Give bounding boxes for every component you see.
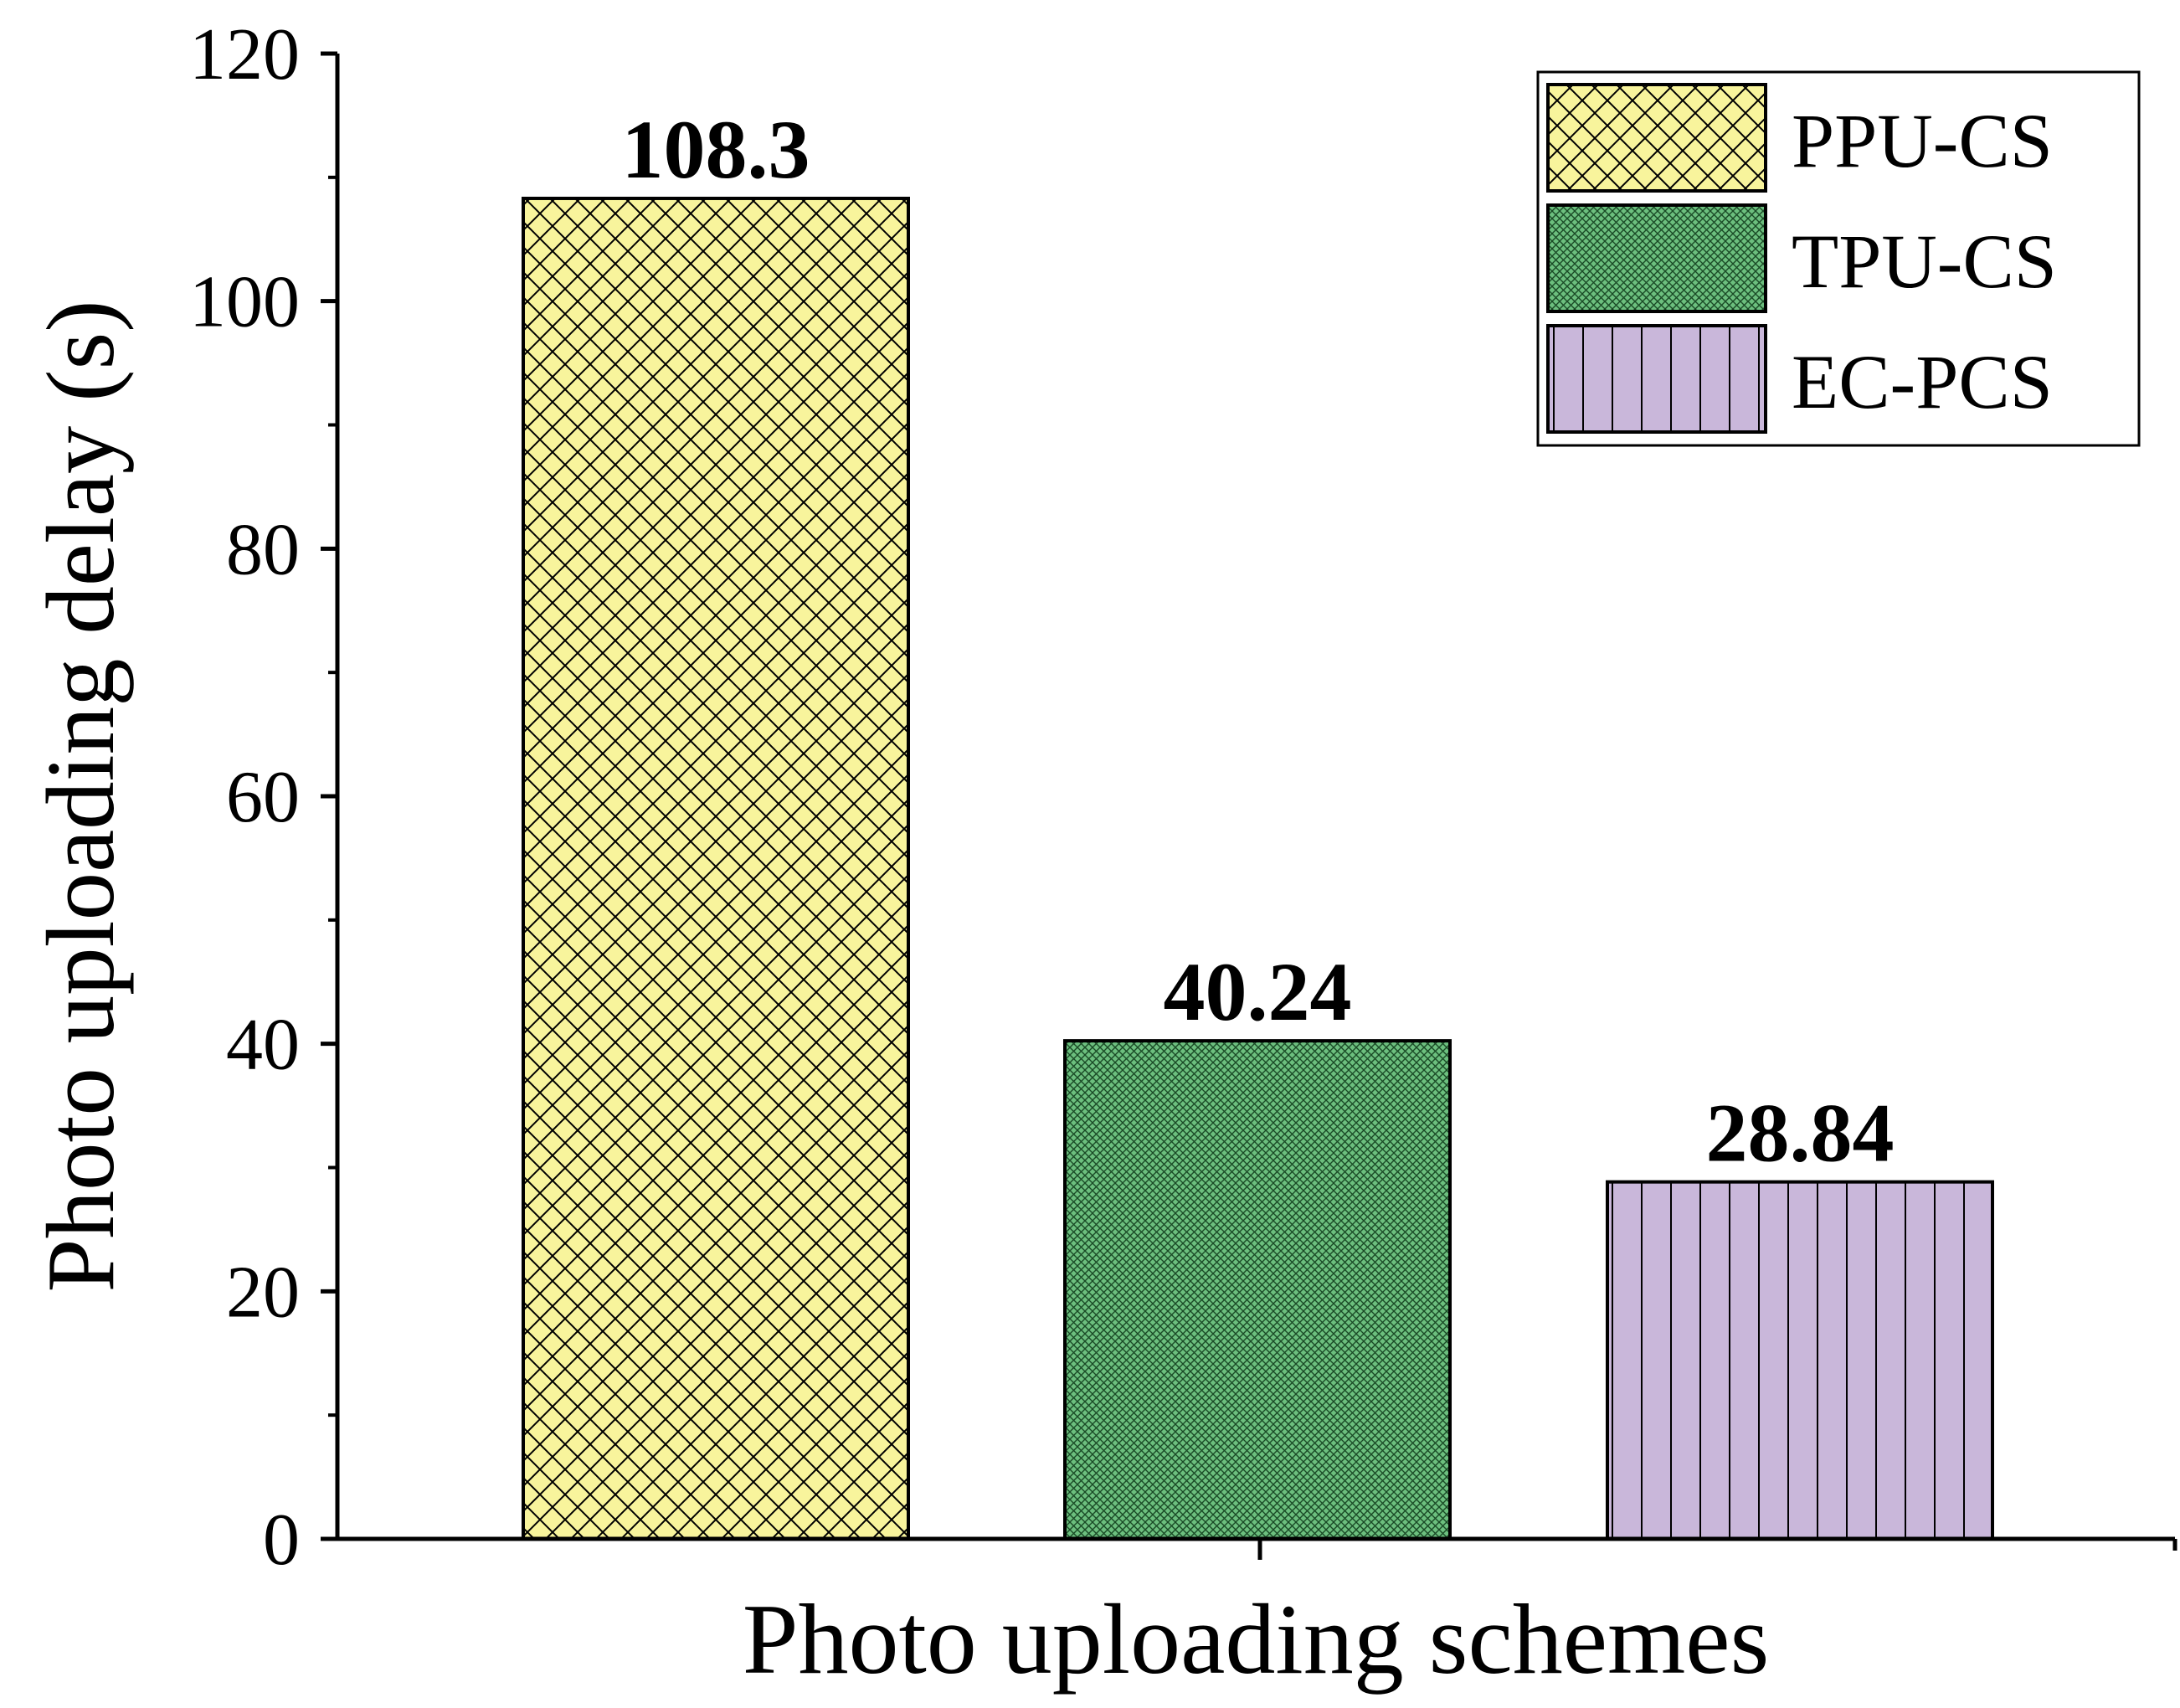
y-tick-label: 60 bbox=[226, 757, 300, 838]
legend-label: PPU-CS bbox=[1792, 98, 2053, 183]
legend-swatch bbox=[1546, 324, 1767, 434]
bar-value-label: 108.3 bbox=[622, 103, 810, 196]
legend-label: EC-PCS bbox=[1792, 339, 2053, 424]
plot-area: 108.3 40.24 28.84 bbox=[522, 103, 1994, 1541]
legend-swatch bbox=[1546, 203, 1767, 313]
legend: PPU-CS TPU-CS EC-PCS bbox=[1536, 70, 2141, 447]
bar-ec-pcs bbox=[1606, 1180, 1994, 1541]
legend-swatch bbox=[1546, 83, 1767, 193]
y-tick-label: 120 bbox=[189, 14, 300, 95]
x-axis-title: Photo uploading schemes bbox=[743, 1583, 1770, 1695]
y-axis-title: Photo uploading delay (s) bbox=[28, 301, 134, 1293]
y-tick-label: 100 bbox=[189, 262, 300, 343]
y-axis-ticks: 0 20 40 60 80 100 120 bbox=[189, 14, 337, 1581]
legend-label: TPU-CS bbox=[1792, 219, 2057, 304]
y-tick-label: 20 bbox=[226, 1252, 300, 1333]
bar-value-label: 40.24 bbox=[1164, 945, 1352, 1038]
bar-value-label: 28.84 bbox=[1706, 1087, 1895, 1180]
bar-tpu-cs bbox=[1063, 1039, 1452, 1541]
y-tick-label: 80 bbox=[226, 509, 300, 590]
y-tick-label: 0 bbox=[263, 1500, 300, 1581]
y-tick-label: 40 bbox=[226, 1005, 300, 1086]
bar-ppu-cs bbox=[522, 196, 910, 1541]
